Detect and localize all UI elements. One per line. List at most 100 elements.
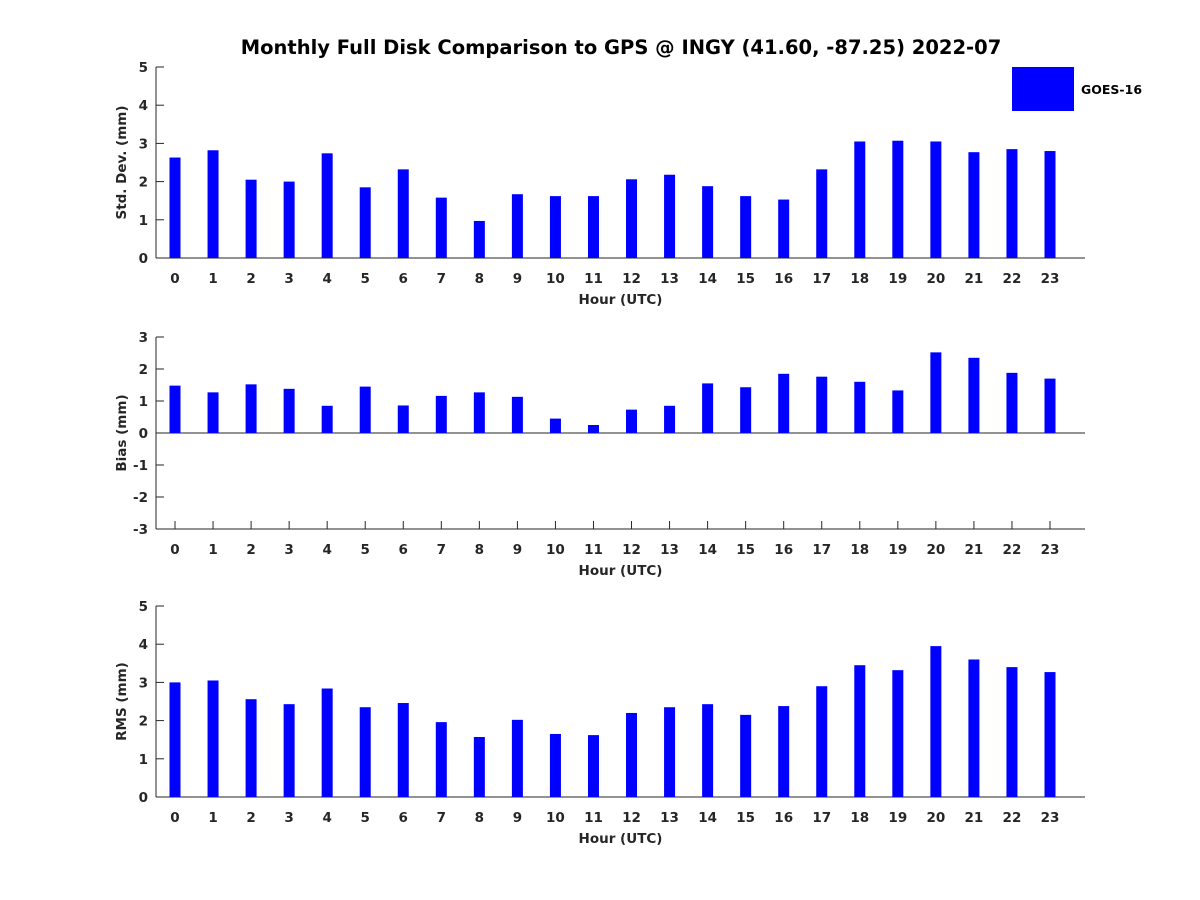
x-tick-label: 8 [475, 271, 484, 287]
bar [968, 357, 980, 433]
bar [397, 703, 409, 797]
x-tick-label: 2 [246, 810, 255, 826]
x-tick-label: 23 [1041, 542, 1060, 558]
x-tick-label: 6 [399, 810, 408, 826]
x-tick-label: 19 [888, 810, 907, 826]
bar [626, 409, 638, 433]
x-tick-label: 10 [546, 271, 565, 287]
x-tick-label: 7 [437, 271, 446, 287]
x-tick-label: 22 [1003, 271, 1022, 287]
bar [587, 425, 599, 433]
x-tick-label: 11 [584, 542, 603, 558]
x-tick-label: 13 [660, 542, 679, 558]
y-tick-label: 3 [139, 136, 148, 152]
x-tick-label: 0 [170, 271, 179, 287]
x-tick-label: 12 [622, 542, 641, 558]
bar [283, 704, 295, 797]
x-tick-label: 14 [698, 542, 717, 558]
bar [587, 196, 599, 258]
x-tick-label: 1 [208, 810, 217, 826]
y-tick-label: 0 [139, 251, 148, 267]
bar [321, 153, 333, 258]
x-tick-label: 18 [850, 810, 869, 826]
y-axis-label: RMS (mm) [114, 662, 130, 741]
x-axis-label: Hour (UTC) [579, 563, 663, 579]
bar [702, 704, 714, 797]
bar [664, 707, 676, 797]
bar [207, 150, 219, 258]
x-axis-label: Hour (UTC) [579, 292, 663, 308]
y-tick-label: 1 [139, 213, 148, 229]
y-tick-label: 4 [139, 98, 148, 114]
bar [511, 194, 523, 258]
legend-label: GOES-16 [1081, 82, 1142, 97]
bar [435, 722, 447, 797]
y-tick-label: 2 [139, 362, 148, 378]
x-tick-label: 0 [170, 810, 179, 826]
bar [473, 737, 485, 797]
bar [245, 384, 257, 433]
x-tick-label: 11 [584, 810, 603, 826]
bar [473, 220, 485, 258]
x-tick-label: 16 [774, 542, 793, 558]
bar [930, 646, 942, 797]
bar [778, 199, 790, 258]
bar [816, 169, 828, 258]
legend: GOES-16 [1012, 67, 1142, 111]
y-tick-label: 1 [139, 752, 148, 768]
bar [587, 735, 599, 797]
bar [511, 396, 523, 433]
bar [1044, 151, 1056, 258]
x-tick-label: 9 [513, 542, 522, 558]
bar [892, 390, 904, 433]
bar [968, 152, 980, 258]
y-tick-label: 2 [139, 714, 148, 730]
x-tick-label: 16 [774, 810, 793, 826]
bar [1006, 667, 1018, 797]
bar [1006, 372, 1018, 433]
bar [549, 418, 561, 433]
x-tick-label: 5 [361, 271, 370, 287]
x-tick-label: 7 [437, 542, 446, 558]
bar [854, 381, 866, 433]
x-tick-label: 15 [736, 810, 755, 826]
y-tick-label: 0 [139, 426, 148, 442]
bar [283, 181, 295, 258]
x-tick-label: 4 [322, 810, 331, 826]
bar [930, 141, 942, 258]
bar [321, 688, 333, 797]
bar [435, 395, 447, 433]
bar [473, 392, 485, 433]
x-tick-label: 4 [322, 542, 331, 558]
x-tick-label: 20 [926, 542, 945, 558]
x-tick-label: 2 [246, 271, 255, 287]
x-axis-label: Hour (UTC) [579, 831, 663, 847]
x-tick-label: 19 [888, 542, 907, 558]
x-tick-label: 8 [475, 810, 484, 826]
bar [549, 733, 561, 797]
x-tick-label: 9 [513, 810, 522, 826]
x-tick-label: 3 [284, 271, 293, 287]
y-tick-label: 5 [139, 60, 148, 76]
x-tick-label: 22 [1003, 810, 1022, 826]
bar [511, 719, 523, 797]
x-tick-label: 18 [850, 542, 869, 558]
bar [359, 386, 371, 433]
x-tick-label: 7 [437, 810, 446, 826]
y-tick-label: 2 [139, 175, 148, 191]
x-tick-label: 13 [660, 271, 679, 287]
bar [169, 682, 181, 797]
bar [169, 157, 181, 258]
x-tick-label: 2 [246, 542, 255, 558]
bar [397, 169, 409, 258]
bar [321, 405, 333, 433]
x-tick-label: 23 [1041, 810, 1060, 826]
x-tick-label: 21 [965, 542, 984, 558]
x-tick-label: 6 [399, 542, 408, 558]
bar [892, 670, 904, 797]
x-tick-label: 19 [888, 271, 907, 287]
x-tick-label: 13 [660, 810, 679, 826]
bar [930, 352, 942, 433]
x-tick-label: 21 [965, 810, 984, 826]
